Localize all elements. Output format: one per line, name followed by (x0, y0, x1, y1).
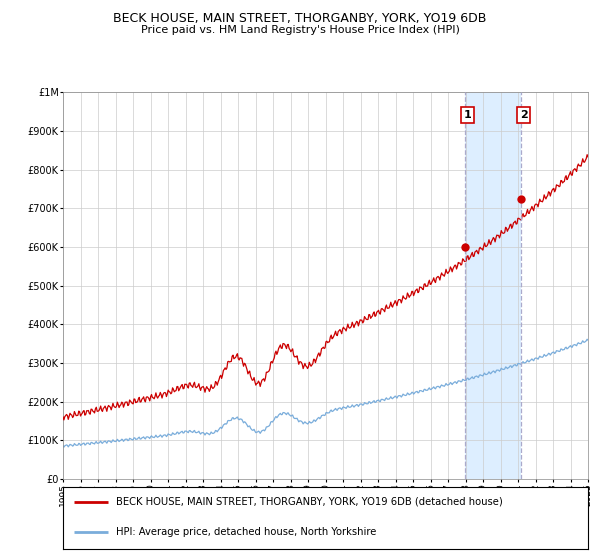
Text: Price paid vs. HM Land Registry's House Price Index (HPI): Price paid vs. HM Land Registry's House … (140, 25, 460, 35)
Text: 2: 2 (520, 110, 527, 120)
Text: HPI: Average price, detached house, North Yorkshire: HPI: Average price, detached house, Nort… (115, 526, 376, 536)
Text: BECK HOUSE, MAIN STREET, THORGANBY, YORK, YO19 6DB: BECK HOUSE, MAIN STREET, THORGANBY, YORK… (113, 12, 487, 25)
Bar (464, 92, 521, 479)
Text: BECK HOUSE, MAIN STREET, THORGANBY, YORK, YO19 6DB (detached house): BECK HOUSE, MAIN STREET, THORGANBY, YORK… (115, 497, 502, 507)
Text: 1: 1 (463, 110, 471, 120)
